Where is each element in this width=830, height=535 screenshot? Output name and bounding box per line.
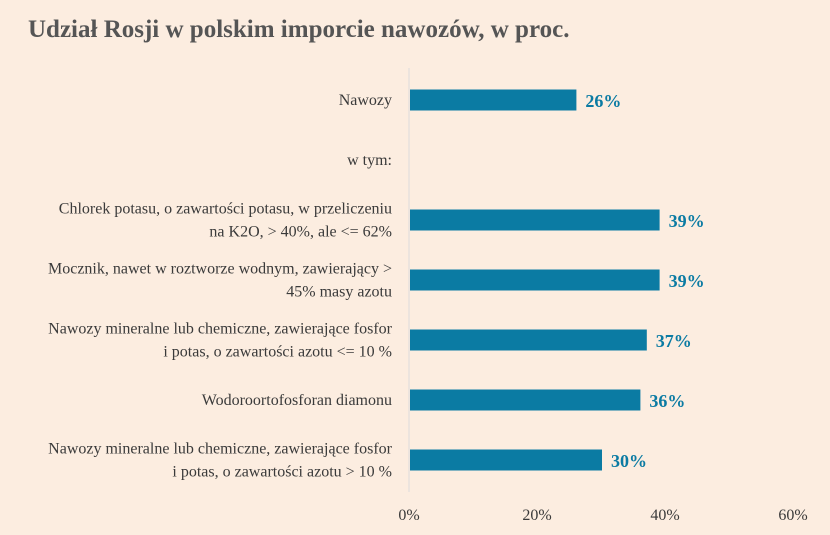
category-label: 45% masy azotu — [286, 284, 392, 301]
category-label: Mocznik, nawet w roztworze wodnym, zawie… — [48, 261, 392, 278]
x-tick-label: 0% — [398, 507, 419, 524]
bar — [410, 449, 602, 471]
category-label: Nawozy mineralne lub chemiczne, zawieraj… — [48, 441, 392, 458]
category-label: w tym: — [347, 152, 392, 169]
category-label: Wodoroortofosforan diamonu — [202, 392, 392, 409]
bar — [410, 389, 641, 411]
data-label: 36% — [649, 391, 685, 411]
category-label: Nawozy mineralne lub chemiczne, zawieraj… — [48, 321, 392, 338]
chart-title: Udział Rosji w polskim imporcie nawozów,… — [28, 16, 570, 43]
data-label: 26% — [585, 91, 621, 111]
bar — [410, 329, 647, 351]
category-label: i potas, o zawartości azotu <= 10 % — [163, 344, 392, 361]
data-label: 30% — [611, 451, 647, 471]
x-tick-label: 60% — [778, 507, 807, 524]
category-label: Nawozy — [339, 92, 392, 109]
data-label: 39% — [669, 211, 705, 231]
bar — [410, 269, 660, 291]
data-label: 37% — [656, 331, 692, 351]
category-label: i potas, o zawartości azotu > 10 % — [172, 464, 392, 481]
bar — [410, 89, 577, 111]
x-tick-label: 20% — [522, 507, 551, 524]
bar — [410, 209, 660, 231]
x-tick-label: 40% — [650, 507, 679, 524]
category-label: Chlorek potasu, o zawartości potasu, w p… — [59, 201, 392, 218]
data-label: 39% — [669, 271, 705, 291]
category-label: na K2O, > 40%, ale <= 62% — [209, 224, 392, 241]
